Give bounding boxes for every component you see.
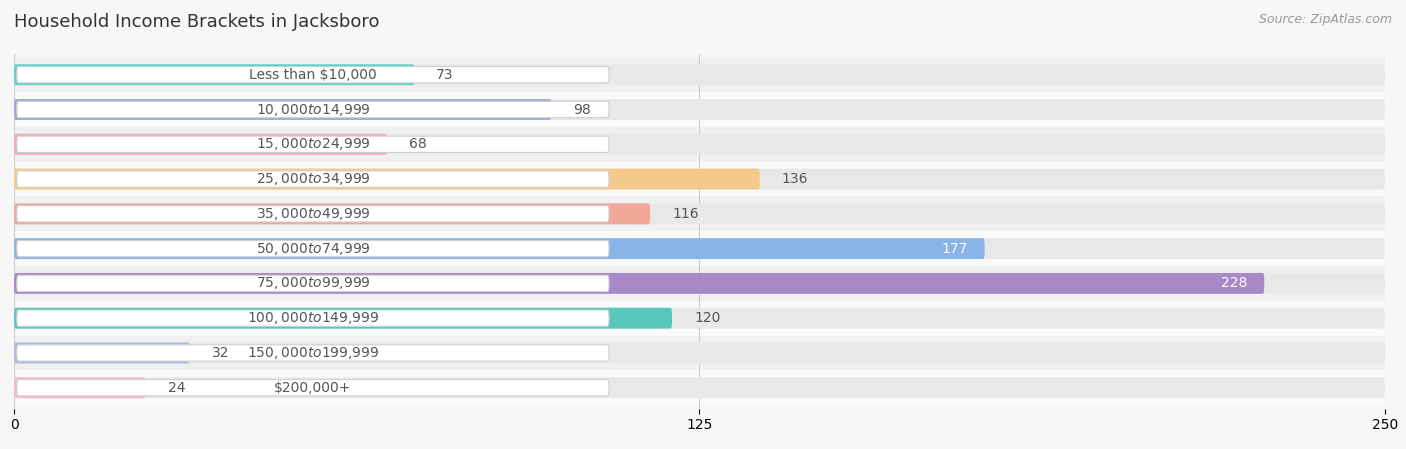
Text: $150,000 to $199,999: $150,000 to $199,999	[246, 345, 380, 361]
FancyBboxPatch shape	[14, 377, 1385, 398]
FancyBboxPatch shape	[17, 241, 609, 257]
FancyBboxPatch shape	[14, 64, 1385, 85]
Bar	[0, 162, 1406, 197]
Bar	[0, 127, 1406, 162]
Text: $15,000 to $24,999: $15,000 to $24,999	[256, 136, 370, 152]
FancyBboxPatch shape	[14, 238, 984, 259]
Text: $75,000 to $99,999: $75,000 to $99,999	[256, 275, 370, 291]
Text: 73: 73	[436, 68, 454, 82]
FancyBboxPatch shape	[17, 206, 609, 222]
Text: $50,000 to $74,999: $50,000 to $74,999	[256, 241, 370, 257]
Bar	[0, 370, 1406, 405]
Bar	[0, 57, 1406, 92]
FancyBboxPatch shape	[17, 136, 609, 152]
Bar	[0, 197, 1406, 231]
Text: Household Income Brackets in Jacksboro: Household Income Brackets in Jacksboro	[14, 13, 380, 31]
Text: Source: ZipAtlas.com: Source: ZipAtlas.com	[1258, 13, 1392, 26]
FancyBboxPatch shape	[17, 66, 609, 83]
FancyBboxPatch shape	[14, 99, 551, 120]
FancyBboxPatch shape	[14, 238, 1385, 259]
FancyBboxPatch shape	[17, 275, 609, 291]
FancyBboxPatch shape	[14, 203, 650, 224]
Text: 228: 228	[1222, 277, 1249, 291]
Text: $35,000 to $49,999: $35,000 to $49,999	[256, 206, 370, 222]
FancyBboxPatch shape	[14, 134, 1385, 155]
Text: 116: 116	[672, 207, 699, 221]
Text: 136: 136	[782, 172, 808, 186]
FancyBboxPatch shape	[14, 134, 387, 155]
FancyBboxPatch shape	[14, 377, 146, 398]
FancyBboxPatch shape	[14, 169, 759, 189]
Text: 24: 24	[167, 381, 186, 395]
Text: $25,000 to $34,999: $25,000 to $34,999	[256, 171, 370, 187]
Text: Less than $10,000: Less than $10,000	[249, 68, 377, 82]
Text: 120: 120	[695, 311, 720, 325]
FancyBboxPatch shape	[14, 273, 1264, 294]
Text: $100,000 to $149,999: $100,000 to $149,999	[246, 310, 380, 326]
Bar	[0, 301, 1406, 335]
Text: 98: 98	[574, 102, 591, 117]
FancyBboxPatch shape	[14, 99, 1385, 120]
Text: 68: 68	[409, 137, 426, 151]
FancyBboxPatch shape	[14, 308, 1385, 329]
FancyBboxPatch shape	[14, 203, 1385, 224]
FancyBboxPatch shape	[17, 345, 609, 361]
FancyBboxPatch shape	[17, 101, 609, 118]
Text: 32: 32	[211, 346, 229, 360]
Text: $200,000+: $200,000+	[274, 381, 352, 395]
FancyBboxPatch shape	[14, 273, 1385, 294]
Bar	[0, 266, 1406, 301]
FancyBboxPatch shape	[14, 308, 672, 329]
FancyBboxPatch shape	[17, 310, 609, 326]
FancyBboxPatch shape	[17, 379, 609, 396]
FancyBboxPatch shape	[17, 171, 609, 187]
Bar	[0, 335, 1406, 370]
Bar	[0, 92, 1406, 127]
FancyBboxPatch shape	[14, 343, 190, 363]
Text: $10,000 to $14,999: $10,000 to $14,999	[256, 101, 370, 118]
FancyBboxPatch shape	[14, 64, 415, 85]
FancyBboxPatch shape	[14, 343, 1385, 363]
Bar	[0, 231, 1406, 266]
FancyBboxPatch shape	[14, 169, 1385, 189]
Text: 177: 177	[942, 242, 969, 255]
